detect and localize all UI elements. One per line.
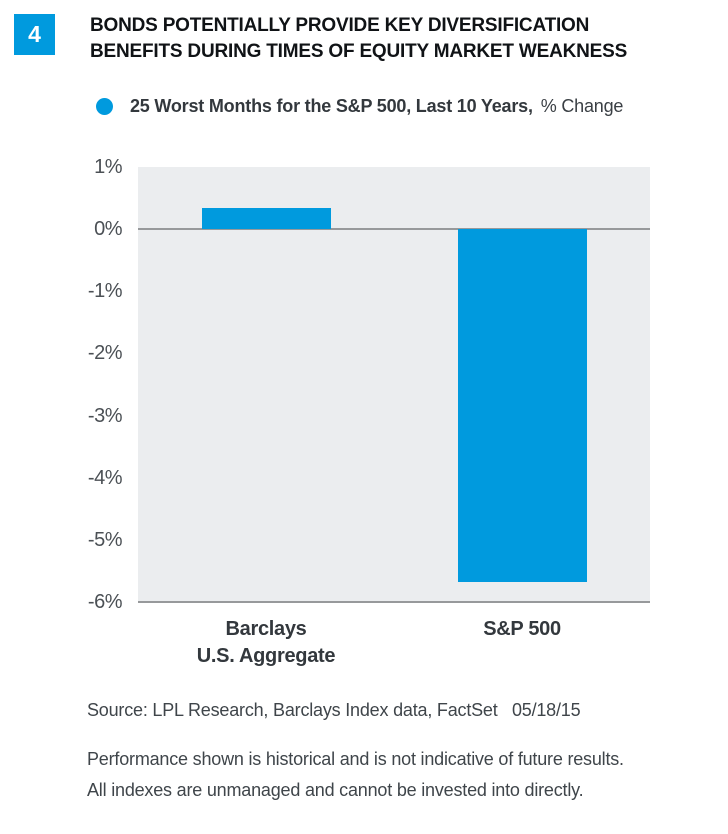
y-tick-label: -6% xyxy=(87,591,123,613)
legend-label-bold: 25 Worst Months for the S&P 500, Last 10… xyxy=(130,95,533,116)
bar-s-p-500 xyxy=(457,229,587,583)
figure-title: BONDS POTENTIALLY PROVIDE KEY DIVERSIFIC… xyxy=(90,13,627,65)
source-text: Source: LPL Research, Barclays Index dat… xyxy=(87,700,581,720)
y-tick-label: -2% xyxy=(87,342,123,365)
plot-area xyxy=(138,167,650,603)
x-category-label-line: Barclays xyxy=(225,618,307,640)
y-tick-label: -5% xyxy=(87,528,123,551)
y-tick-label: 0% xyxy=(94,218,122,241)
figure-number-badge: 4 xyxy=(14,14,55,55)
legend-dot-icon xyxy=(96,97,113,115)
disclaimer-line2: All indexes are unmanaged and cannot be … xyxy=(87,780,584,800)
x-category-label-line: U.S. Aggregate xyxy=(196,645,336,667)
disclaimer-text: Performance shown is historical and is n… xyxy=(87,744,624,806)
y-tick-label: -1% xyxy=(87,280,123,303)
zero-line xyxy=(138,228,650,231)
x-category-label: Barclays U.S. Aggregate xyxy=(138,616,394,670)
figure-title-line1: BONDS POTENTIALLY PROVIDE KEY DIVERSIFIC… xyxy=(90,15,590,36)
bar-barclays-u-s-aggregate xyxy=(201,208,331,230)
x-axis-baseline xyxy=(138,601,650,603)
x-axis-category-labels: Barclays U.S. Aggregate S&P 500 xyxy=(138,616,650,670)
x-category-label-line: S&P 500 xyxy=(483,618,561,640)
disclaimer-line1: Performance shown is historical and is n… xyxy=(87,749,624,769)
bar-chart: 1% 0% -1% -2% -3% -4% -5% -6% Barclays U.S. Aggr… xyxy=(0,156,728,677)
figure-title-line2: BENEFITS DURING TIMES OF EQUITY MARKET W… xyxy=(90,41,628,62)
chart-legend: 25 Worst Months for the S&P 500, Last 10… xyxy=(96,95,623,117)
x-category-label: S&P 500 xyxy=(394,616,650,670)
y-tick-label: -3% xyxy=(87,404,123,427)
y-tick-label: 1% xyxy=(94,156,122,178)
y-tick-label: -4% xyxy=(87,466,123,489)
legend-label-unit: % Change xyxy=(540,95,624,116)
